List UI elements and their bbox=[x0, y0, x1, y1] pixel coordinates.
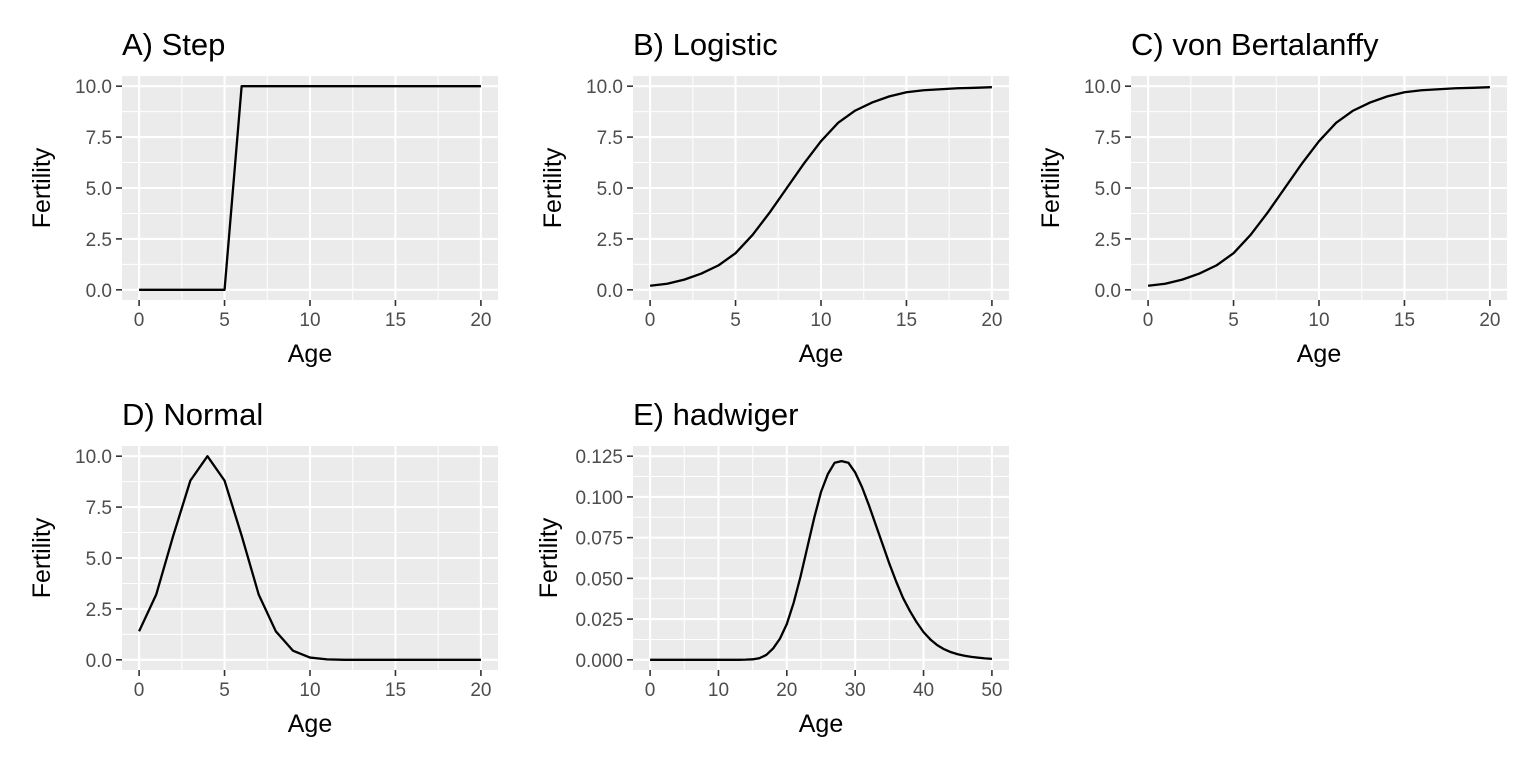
x-tick-label: 0 bbox=[134, 680, 145, 701]
y-tick-label: 0.0 bbox=[86, 651, 112, 672]
x-tick-label: 10 bbox=[299, 310, 320, 331]
y-tick-label: 5.0 bbox=[86, 179, 112, 200]
series-line bbox=[650, 459, 992, 661]
y-tick-label: 0.050 bbox=[575, 569, 623, 590]
panel-4: 0 5 10 15 20 0.0 2.5 5.0 7.5 10.0 D) Normal Age Fert… bbox=[28, 397, 498, 738]
panel-3: 0 5 10 15 20 0.0 2.5 5.0 7.5 10.0 C) von Bertalanf… bbox=[1037, 27, 1507, 368]
x-tick-label: 0 bbox=[645, 680, 656, 701]
x-axis-title: Age bbox=[799, 710, 843, 738]
x-tick-label: 5 bbox=[219, 680, 230, 701]
y-tick-label: 2.5 bbox=[597, 230, 623, 251]
y-axis-title: Fertility bbox=[535, 517, 563, 598]
y-tick-label: 0.0 bbox=[597, 281, 623, 302]
x-tick-label: 10 bbox=[299, 680, 320, 701]
y-tick-label: 7.5 bbox=[597, 128, 623, 149]
x-tick-label: 0 bbox=[134, 310, 145, 331]
y-tick-label: 2.5 bbox=[86, 600, 112, 621]
y-tick-label: 0.025 bbox=[575, 610, 623, 631]
y-tick-label: 7.5 bbox=[86, 498, 112, 519]
y-tick-label: 0.0 bbox=[86, 281, 112, 302]
y-tick-label: 0.125 bbox=[575, 447, 623, 468]
series-line bbox=[139, 85, 481, 291]
series-line bbox=[138, 455, 481, 661]
panel-title: B) Logistic bbox=[633, 27, 778, 62]
y-axis-title: Fertility bbox=[1037, 147, 1065, 228]
y-tick-label: 5.0 bbox=[1095, 179, 1121, 200]
x-tick-label: 5 bbox=[730, 310, 741, 331]
y-tick-label: 7.5 bbox=[86, 128, 112, 149]
x-tick-label: 20 bbox=[981, 310, 1002, 331]
x-axis-title: Age bbox=[799, 340, 843, 368]
y-tick-label: 7.5 bbox=[1095, 128, 1121, 149]
panel-title: D) Normal bbox=[122, 397, 263, 432]
y-axis-title: Fertility bbox=[28, 517, 56, 598]
x-tick-label: 20 bbox=[776, 680, 797, 701]
x-tick-label: 5 bbox=[219, 310, 230, 331]
panel-title: C) von Bertalanffy bbox=[1131, 27, 1379, 62]
x-tick-label: 0 bbox=[1143, 310, 1154, 331]
y-tick-label: 0.000 bbox=[575, 651, 623, 672]
y-tick-label: 10.0 bbox=[1084, 77, 1121, 98]
panel-title: E) hadwiger bbox=[633, 397, 798, 432]
x-tick-label: 15 bbox=[385, 310, 406, 331]
x-tick-label: 30 bbox=[845, 680, 866, 701]
y-tick-label: 10.0 bbox=[75, 77, 112, 98]
y-tick-label: 5.0 bbox=[86, 549, 112, 570]
y-tick-label: 0.0 bbox=[1095, 281, 1121, 302]
x-axis-title: Age bbox=[1297, 340, 1341, 368]
x-tick-label: 20 bbox=[470, 310, 491, 331]
x-axis-title: Age bbox=[288, 340, 332, 368]
x-tick-label: 50 bbox=[981, 680, 1002, 701]
y-tick-label: 0.100 bbox=[575, 488, 623, 509]
x-axis-title: Age bbox=[288, 710, 332, 738]
y-tick-label: 2.5 bbox=[1095, 230, 1121, 251]
x-tick-label: 15 bbox=[385, 680, 406, 701]
y-tick-label: 0.075 bbox=[575, 529, 623, 550]
y-axis-title: Fertility bbox=[28, 147, 56, 228]
x-tick-label: 10 bbox=[1308, 310, 1329, 331]
y-tick-label: 2.5 bbox=[86, 230, 112, 251]
series-line bbox=[1147, 86, 1490, 287]
x-tick-label: 15 bbox=[896, 310, 917, 331]
series-line bbox=[649, 86, 992, 287]
y-axis-title: Fertility bbox=[539, 147, 567, 228]
x-tick-label: 20 bbox=[1479, 310, 1500, 331]
x-tick-label: 0 bbox=[645, 310, 656, 331]
x-tick-label: 15 bbox=[1394, 310, 1415, 331]
panel-1: 0 5 10 15 20 0.0 2.5 5.0 7.5 10.0 A) Step Age Fertil… bbox=[28, 27, 498, 368]
panel-2: 0 5 10 15 20 0.0 2.5 5.0 7.5 10.0 B) Logistic Age Fe… bbox=[539, 27, 1009, 368]
panel-title: A) Step bbox=[122, 27, 225, 62]
x-tick-label: 20 bbox=[470, 680, 491, 701]
y-tick-label: 5.0 bbox=[597, 179, 623, 200]
x-tick-label: 10 bbox=[810, 310, 831, 331]
x-tick-label: 40 bbox=[913, 680, 934, 701]
x-tick-label: 5 bbox=[1228, 310, 1239, 331]
y-tick-label: 10.0 bbox=[586, 77, 623, 98]
panel-5: 0 10 20 30 40 50 0.000 0.025 0.050 0.075 0.100 0.12… bbox=[535, 397, 1009, 738]
x-tick-label: 10 bbox=[708, 680, 729, 701]
y-tick-label: 10.0 bbox=[75, 447, 112, 468]
